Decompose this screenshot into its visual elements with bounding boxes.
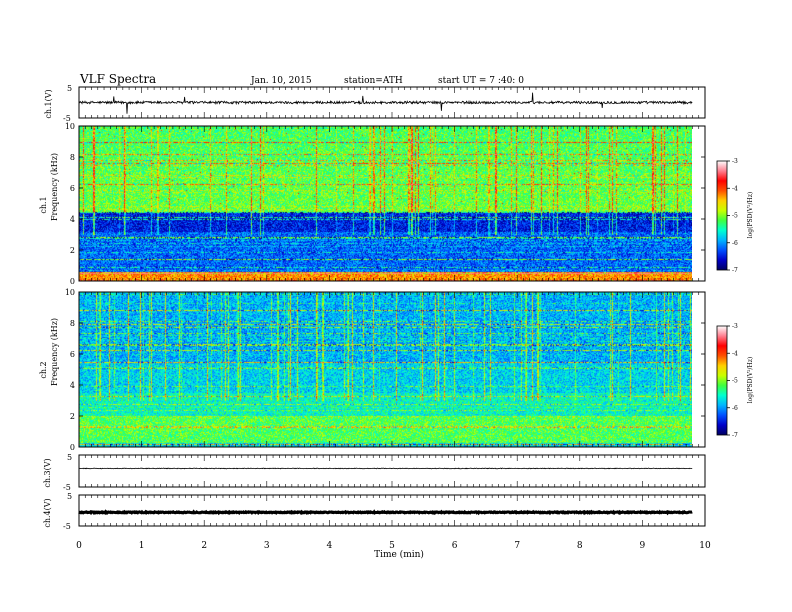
ch2-spec-ylabel: Frequency (kHz) [50, 318, 59, 386]
time-tick-label: 1 [139, 541, 145, 551]
time-tick-label: 8 [577, 541, 583, 551]
ch4-waveform-line [78, 509, 693, 516]
ch1-freq-ticks: 0 2 4 6 8 10 [65, 122, 705, 286]
ch2-colorbar-gradient [716, 325, 728, 436]
ch1-colorbar-gradient [716, 160, 728, 271]
ch2-spectrogram-image [79, 292, 692, 447]
ch1-spectrogram-panel: 0 2 4 6 8 10 ch.1 Frequency (kHz) [39, 122, 706, 286]
ch4-ytick-top: 5 [67, 492, 72, 501]
colorbar-tick-label: -7 [732, 267, 738, 274]
freq-tick-label: 4 [70, 381, 75, 390]
ch1-spec-ylabel-top: ch.1 [39, 196, 48, 213]
time-axis-labels: 0 1 2 3 4 5 6 7 8 9 10 [76, 541, 711, 551]
ch3-ylabel: ch.3(V) [43, 458, 52, 487]
freq-tick-label: 10 [65, 122, 75, 131]
freq-tick-label: 8 [70, 319, 75, 328]
colorbar-tick-label: -3 [732, 158, 738, 165]
ch4-panel: 5 -5 ch.4(V) [43, 492, 706, 531]
time-tick-label: 7 [514, 541, 520, 551]
colorbar-tick-label: -3 [732, 323, 738, 330]
freq-tick-label: 0 [70, 443, 75, 452]
ch3-panel: 5 -5 ch.3(V) [43, 453, 706, 492]
time-tick-label: 0 [76, 541, 82, 551]
ch2-colorbar: -3 -4 -5 -6 -7 log(PSD(V²/Hz) [716, 323, 754, 439]
ch2-freq-ticks: 0 2 4 6 8 10 [65, 288, 705, 452]
ch3-waveform-line [78, 467, 693, 470]
time-tick-label: 3 [264, 541, 270, 551]
freq-tick-label: 0 [70, 277, 75, 286]
time-tick-label: 10 [699, 541, 711, 551]
time-axis-label: Time (min) [374, 549, 424, 560]
start-time-label: start UT = 7 :40: 0 [438, 76, 524, 86]
freq-tick-label: 6 [70, 350, 75, 359]
ch1-waveform-line [78, 92, 693, 114]
colorbar-tick-label: -5 [732, 378, 738, 385]
ch1-panel: 5 -5 ch.1(V) [44, 84, 706, 123]
freq-tick-label: 6 [70, 184, 75, 193]
time-tick-label: 4 [327, 541, 333, 551]
station-label: station=ATH [344, 76, 403, 86]
freq-tick-label: 4 [70, 215, 75, 224]
ch4-ytick-bottom: -5 [63, 522, 71, 531]
ch1-colorbar-label: log(PSD(V²/Hz) [747, 192, 754, 239]
ch3-ytick-bottom: -5 [63, 483, 71, 492]
colorbar-tick-label: -6 [732, 240, 738, 247]
ch1-colorbar-ticks: -3 -4 -5 -6 -7 [727, 158, 738, 274]
colorbar-tick-label: -4 [732, 185, 738, 192]
ch1-ylabel: ch.1(V) [44, 89, 53, 118]
ch2-colorbar-ticks: -3 -4 -5 -6 -7 [727, 323, 738, 439]
ch2-spec-ylabel-top: ch.2 [39, 361, 48, 378]
time-tick-label: 5 [389, 541, 395, 551]
freq-tick-label: 8 [70, 153, 75, 162]
colorbar-tick-label: -4 [732, 350, 738, 357]
freq-tick-label: 10 [65, 288, 75, 297]
ch1-spectrogram-image [79, 126, 692, 281]
time-tick-label: 6 [452, 541, 458, 551]
time-axis-ticks [78, 87, 706, 526]
ch4-ylabel: ch.4(V) [43, 498, 52, 527]
freq-tick-label: 2 [70, 412, 75, 421]
ch2-colorbar-label: log(PSD(V²/Hz) [747, 357, 754, 404]
figure-title: VLF Spectra [79, 72, 156, 86]
freq-tick-label: 2 [70, 246, 75, 255]
time-tick-label: 2 [201, 541, 207, 551]
ch1-spec-ylabel: Frequency (kHz) [50, 153, 59, 221]
colorbar-tick-label: -7 [732, 432, 738, 439]
colorbar-tick-label: -5 [732, 213, 738, 220]
ch1-ytick-top: 5 [67, 84, 72, 93]
ch3-ytick-top: 5 [67, 453, 72, 462]
ch2-spectrogram-panel: 0 2 4 6 8 10 ch.2 Frequency (kHz) [39, 288, 706, 452]
ch1-colorbar: -3 -4 -5 -6 -7 log(PSD(V²/Hz) [716, 158, 754, 274]
date-label: Jan. 10, 2015 [250, 76, 312, 86]
ch1-ytick-bottom: -5 [63, 114, 71, 123]
time-tick-label: 9 [640, 541, 646, 551]
colorbar-tick-label: -6 [732, 405, 738, 412]
